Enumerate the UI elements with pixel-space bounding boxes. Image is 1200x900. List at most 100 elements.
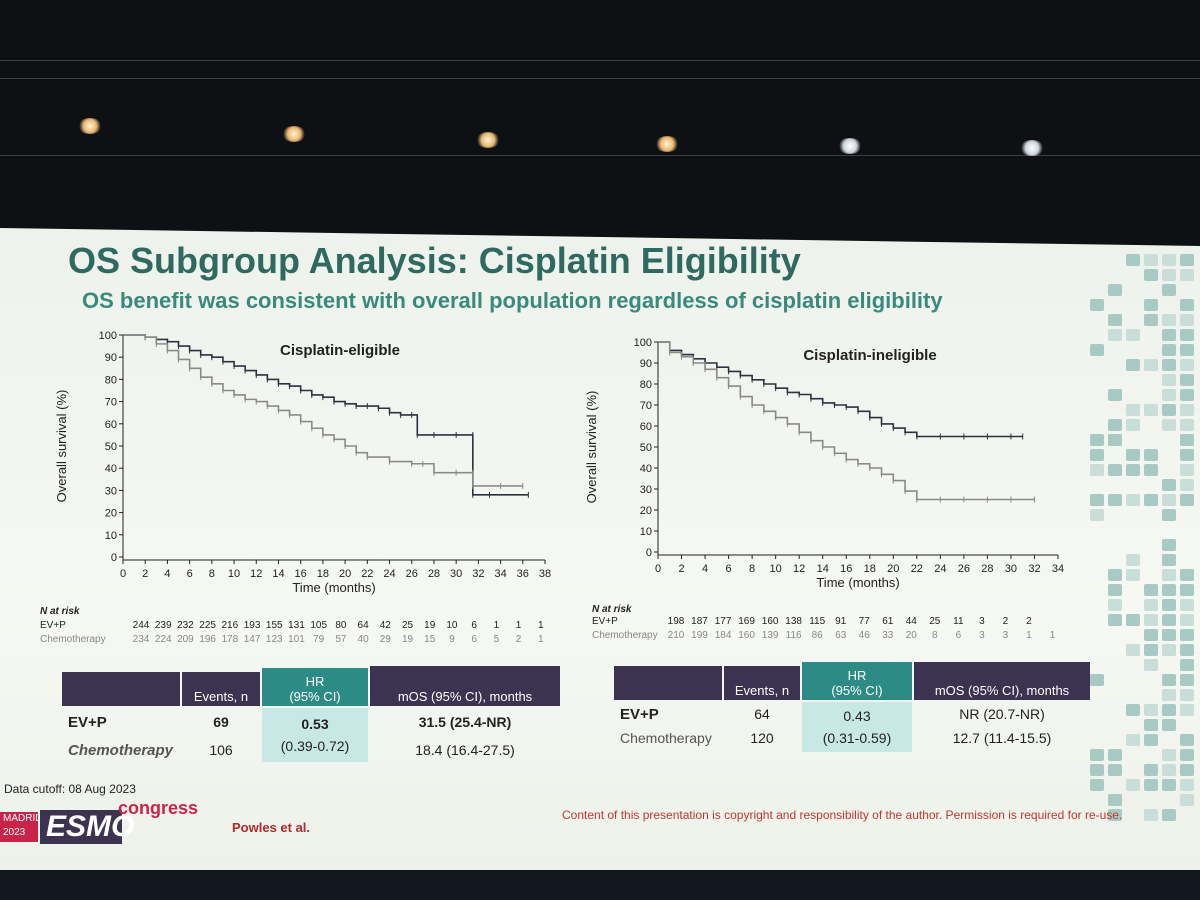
risk-evp: 1 — [493, 620, 500, 631]
risk-chemo: 147 — [243, 634, 261, 645]
decoration-square — [1144, 359, 1158, 371]
decoration-square — [1144, 704, 1158, 716]
decoration-square — [1180, 494, 1194, 506]
y-tick-label: 30 — [640, 484, 652, 496]
decoration-square — [1180, 584, 1194, 596]
risk-chemo: 57 — [335, 634, 347, 645]
at-risk-header: N at risk — [592, 604, 632, 615]
decoration-square — [1180, 404, 1194, 416]
decoration-square — [1144, 464, 1158, 476]
x-tick-label: 24 — [383, 568, 395, 580]
stage-light — [838, 138, 862, 154]
decoration-square — [1162, 374, 1176, 386]
x-tick-label: 0 — [655, 563, 661, 575]
hr-table-header-mos: mOS (95% CI), months — [914, 662, 1090, 700]
decoration-square — [1126, 554, 1140, 566]
decoration-square — [1162, 644, 1176, 656]
y-tick-label: 20 — [640, 505, 652, 517]
x-tick-label: 2 — [678, 563, 684, 575]
hr-ci: (0.31-0.59) — [822, 730, 892, 746]
decoration-square — [1090, 509, 1104, 521]
decoration-square — [1126, 419, 1140, 431]
decoration-square — [1180, 464, 1194, 476]
decoration-square — [1090, 494, 1104, 506]
decoration-square — [1126, 329, 1140, 341]
risk-evp: 6 — [471, 620, 477, 631]
x-tick-label: 22 — [911, 563, 923, 575]
data-cutoff-note: Data cutoff: 08 Aug 2023 — [4, 782, 136, 796]
slide-subtitle: OS benefit was consistent with overall p… — [82, 288, 943, 313]
x-axis-label: Time (months) — [816, 575, 899, 590]
decoration-square — [1162, 479, 1176, 491]
x-tick-label: 12 — [793, 563, 805, 575]
risk-evp: 11 — [953, 616, 964, 627]
decoration-square — [1162, 689, 1176, 701]
decoration-square — [1126, 254, 1140, 266]
risk-evp: 10 — [446, 620, 458, 631]
decoration-square — [1144, 644, 1158, 656]
slide-title: OS Subgroup Analysis: Cisplatin Eligibil… — [68, 240, 801, 281]
x-tick-label: 26 — [406, 568, 418, 580]
decoration-square — [1180, 419, 1194, 431]
x-tick-label: 6 — [726, 563, 732, 575]
risk-chemo: 101 — [288, 634, 305, 645]
risk-evp: 44 — [905, 616, 917, 627]
risk-evp: 77 — [858, 616, 870, 627]
risk-evp: 2 — [1002, 616, 1009, 627]
decoration-square — [1180, 734, 1194, 746]
risk-chemo: 139 — [761, 630, 779, 641]
risk-chemo: 199 — [691, 630, 708, 641]
risk-evp: 225 — [199, 620, 216, 631]
x-tick-label: 30 — [450, 568, 462, 580]
decoration-square — [1180, 314, 1194, 326]
decoration-square — [1144, 809, 1158, 821]
x-tick-label: 8 — [749, 563, 755, 575]
decoration-square — [1144, 659, 1158, 671]
decoration-square — [1144, 449, 1158, 461]
risk-chemo: 184 — [714, 630, 732, 641]
decoration-square — [1162, 569, 1176, 581]
decoration-square — [1162, 599, 1176, 611]
decoration-square — [1126, 404, 1140, 416]
at-risk-table-eligible: N at risk EV+P Chemotherapy 244 239 232 225… — [40, 606, 560, 650]
x-tick-label: 0 — [120, 568, 126, 580]
hr-value: 0.43 — [843, 708, 871, 724]
y-tick-label: 60 — [105, 419, 117, 431]
risk-chemo: 3 — [1002, 630, 1009, 641]
series-line-evp — [658, 341, 1023, 438]
logo-city: MADRID — [3, 813, 43, 824]
decoration-square — [1108, 314, 1122, 326]
decoration-square — [1108, 494, 1122, 506]
risk-chemo: 6 — [955, 630, 962, 641]
decoration-square — [1090, 674, 1104, 686]
decoration-square — [1180, 599, 1194, 611]
hr-row-label-evp: EV+P — [620, 706, 659, 723]
y-tick-label: 10 — [640, 526, 652, 538]
decoration-square — [1108, 584, 1122, 596]
at-risk-label-evp: EV+P — [40, 620, 66, 631]
decoration-square — [1108, 749, 1122, 761]
decoration-square — [1144, 779, 1158, 791]
y-tick-label: 20 — [105, 508, 117, 520]
events-evp: 64 — [754, 706, 770, 722]
copyright-note: Content of this presentation is copyrigh… — [562, 808, 1123, 822]
decoration-square — [1162, 269, 1176, 281]
risk-evp: 25 — [401, 620, 414, 631]
hr-value-cell — [802, 702, 912, 752]
hr-ci: (0.39-0.72) — [280, 738, 350, 754]
risk-evp: 244 — [132, 620, 150, 631]
risk-chemo: 123 — [265, 634, 283, 645]
esmo-logo: ESMO — [40, 810, 134, 844]
decoration-square — [1090, 299, 1104, 311]
x-tick-label: 32 — [472, 568, 484, 580]
decoration-square — [1180, 329, 1194, 341]
decoration-square — [1108, 794, 1122, 806]
decoration-square — [1144, 629, 1158, 641]
esmo-logo-city-year: MADRID 2023 — [0, 812, 43, 842]
risk-chemo: 1 — [538, 634, 544, 645]
y-tick-label: 0 — [646, 547, 652, 559]
x-tick-label: 20 — [887, 563, 899, 575]
x-tick-label: 24 — [934, 563, 946, 575]
hr-table-header-events: Events, n — [182, 672, 260, 706]
